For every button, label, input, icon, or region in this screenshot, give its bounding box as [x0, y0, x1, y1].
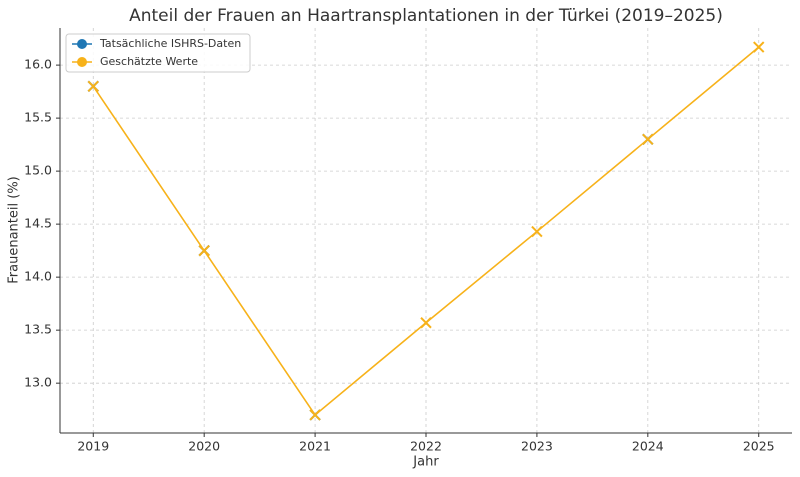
chart-title: Anteil der Frauen an Haartransplantation… [129, 6, 723, 26]
y-tick-label: 14.0 [24, 269, 52, 284]
x-tick-label: 2019 [77, 439, 109, 454]
y-tick-label: 13.0 [24, 375, 52, 390]
x-tick-label: 2023 [521, 439, 553, 454]
data-point [87, 80, 99, 93]
x-tick-label: 2025 [743, 439, 775, 454]
x-axis-label: Jahr [412, 455, 439, 470]
data-point [420, 317, 432, 329]
legend: Tatsächliche ISHRS-Daten Geschätzte Werte [65, 33, 251, 73]
data-point [531, 225, 543, 238]
data-point [642, 133, 654, 146]
data-point [309, 409, 321, 421]
y-tick-label: 13.5 [24, 322, 52, 337]
legend-marker [77, 39, 87, 49]
x-tick-label: 2024 [632, 439, 664, 454]
y-tick-label: 15.0 [24, 163, 52, 178]
data-point [198, 244, 210, 257]
x-tick-label: 2021 [299, 439, 331, 454]
legend-box [65, 33, 251, 73]
legend-label: Tatsächliche ISHRS-Daten [99, 37, 241, 50]
x-tick-label: 2022 [410, 439, 442, 454]
y-tick-label: 16.0 [24, 57, 52, 72]
y-axis-label: Frauenanteil (%) [7, 176, 22, 283]
x-tick-label: 2020 [188, 439, 220, 454]
legend-label: Geschätzte Werte [100, 55, 198, 68]
data-point [753, 41, 765, 53]
y-tick-label: 14.5 [24, 216, 52, 231]
y-tick-label: 15.5 [24, 110, 52, 125]
legend-marker [77, 57, 87, 67]
